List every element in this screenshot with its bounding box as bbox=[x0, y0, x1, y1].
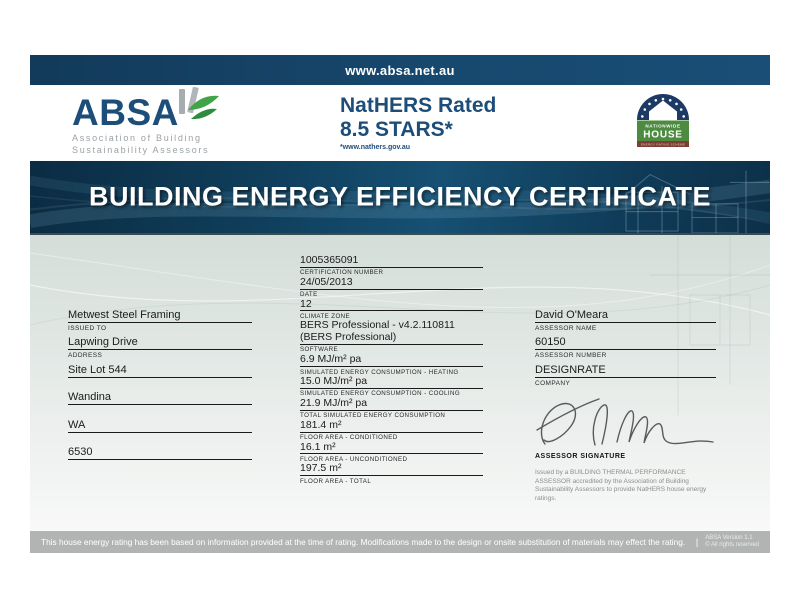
assessor-number-label: ASSESSOR NUMBER bbox=[535, 352, 607, 360]
assessor-signature-label: ASSESSOR SIGNATURE bbox=[535, 453, 626, 461]
field-postcode: 6530 bbox=[68, 446, 252, 473]
certification-number-label: CERTIFICATION NUMBER bbox=[300, 269, 384, 277]
assessor-number-value: 60150 bbox=[535, 336, 716, 351]
field-climate-zone: 12 CLIMATE ZONE bbox=[300, 298, 483, 321]
nathers-rating: NatHERS Rated 8.5 STARS* *www.nathers.go… bbox=[340, 94, 496, 151]
certificate-header: ABSA Association of Building Sustainabil… bbox=[30, 85, 770, 161]
floor-area-unconditioned-label: FLOOR AREA - UNCONDITIONED bbox=[300, 455, 408, 463]
issued-to-column: Metwest Steel Framing ISSUED TO Lapwing … bbox=[68, 309, 252, 473]
software-label: SOFTWARE bbox=[300, 346, 339, 354]
scheme-logo-line3: ENERGY RATING SCHEME bbox=[641, 142, 685, 146]
field-floor-area-total: 197.5 m² FLOOR AREA - TOTAL bbox=[300, 463, 483, 485]
software-value: BERS Professional - v4.2.110811 (BERS Pr… bbox=[300, 320, 483, 345]
footer-version-info: ABSA Version 1.1 © All rights reserved bbox=[705, 535, 759, 549]
body-background-decoration bbox=[30, 235, 770, 415]
field-company: DESIGNRATE COMPANY bbox=[535, 364, 716, 391]
house-icon bbox=[649, 100, 677, 120]
banner-wireframe-decoration bbox=[30, 170, 770, 233]
field-assessor-name: David O'Meara ASSESSOR NAME bbox=[535, 309, 716, 336]
nathers-stars-value: 8.5 STARS* bbox=[340, 118, 453, 141]
field-certification-number: 1005365091 CERTIFICATION NUMBER bbox=[300, 254, 483, 277]
cooling-consumption-value: 15.0 MJ/m² pa bbox=[300, 375, 483, 389]
address-line2-label bbox=[68, 378, 252, 380]
absa-website-url: www.absa.net.au bbox=[345, 62, 455, 78]
field-address-line2: Site Lot 544 bbox=[68, 364, 252, 391]
absa-logo: ABSA Association of Building Sustainabil… bbox=[72, 87, 219, 155]
nathers-url-note: *www.nathers.gov.au bbox=[340, 144, 411, 151]
top-url-bar: www.absa.net.au bbox=[30, 55, 770, 85]
field-floor-area-unconditioned: 16.1 m² FLOOR AREA - UNCONDITIONED bbox=[300, 441, 483, 464]
postcode-value: 6530 bbox=[68, 446, 252, 460]
assessor-name-label: ASSESSOR NAME bbox=[535, 325, 597, 332]
floor-area-conditioned-value: 181.4 m² bbox=[300, 419, 483, 433]
scheme-logo-line1: NATIONWIDE bbox=[645, 124, 680, 129]
field-issued-to: Metwest Steel Framing ISSUED TO bbox=[68, 309, 252, 336]
field-floor-area-conditioned: 181.4 m² FLOOR AREA - CONDITIONED bbox=[300, 419, 483, 442]
state-value: WA bbox=[68, 419, 252, 433]
assessor-signature-image bbox=[536, 398, 714, 446]
floor-area-unconditioned-value: 16.1 m² bbox=[300, 441, 483, 455]
footer-rights: © All rights reserved bbox=[705, 542, 759, 548]
assessor-accreditation-note: Issued by a BUILDING THERMAL PERFORMANCE… bbox=[535, 469, 707, 502]
climate-zone-value: 12 bbox=[300, 298, 483, 312]
company-label: COMPANY bbox=[535, 379, 571, 387]
floor-area-total-label: FLOOR AREA - TOTAL bbox=[300, 477, 372, 485]
heating-consumption-value: 6.9 MJ/m² pa bbox=[300, 354, 483, 368]
assessor-column: David O'Meara ASSESSOR NAME 60150 ASSESS… bbox=[535, 309, 716, 504]
absa-logo-text: ABSA bbox=[72, 92, 179, 133]
absa-tagline-line1: Association of Building bbox=[72, 133, 202, 143]
company-value: DESIGNRATE bbox=[535, 364, 716, 378]
field-address: Lapwing Drive ADDRESS bbox=[68, 336, 252, 363]
footer-disclaimer-text: This house energy rating has been based … bbox=[41, 537, 686, 547]
cooling-consumption-label: SIMULATED ENERGY CONSUMPTION - COOLING bbox=[300, 390, 461, 398]
suburb-value: Wandina bbox=[68, 391, 252, 406]
date-value: 24/05/2013 bbox=[300, 276, 483, 290]
floor-area-conditioned-label: FLOOR AREA - CONDITIONED bbox=[300, 434, 398, 442]
absa-tagline-line2: Sustainability Assessors bbox=[72, 144, 210, 155]
postcode-label bbox=[68, 460, 252, 462]
scheme-logo-line2: HOUSE bbox=[643, 130, 683, 141]
floor-area-total-value: 197.5 m² bbox=[300, 463, 483, 477]
certificate-title: BUILDING ENERGY EFFICIENCY CERTIFICATE bbox=[88, 181, 712, 212]
certification-number-value: 1005365091 bbox=[300, 254, 483, 268]
field-software: BERS Professional - v4.2.110811 (BERS Pr… bbox=[300, 320, 483, 354]
suburb-label bbox=[68, 405, 252, 407]
field-total-consumption: 21.9 MJ/m² pa TOTAL SIMULATED ENERGY CON… bbox=[300, 397, 483, 420]
address-label: ADDRESS bbox=[68, 352, 103, 360]
absa-leaves-icon bbox=[179, 87, 219, 120]
address-value: Lapwing Drive bbox=[68, 336, 252, 351]
field-date: 24/05/2013 DATE bbox=[300, 276, 483, 299]
field-heating-consumption: 6.9 MJ/m² pa SIMULATED ENERGY CONSUMPTIO… bbox=[300, 354, 483, 376]
date-label: DATE bbox=[300, 291, 318, 299]
total-consumption-value: 21.9 MJ/m² pa bbox=[300, 397, 483, 411]
certificate: www.absa.net.au ABSA Association of Buil… bbox=[30, 55, 770, 553]
address-line2-value: Site Lot 544 bbox=[68, 364, 252, 378]
climate-zone-label: CLIMATE ZONE bbox=[300, 312, 351, 320]
issued-to-value: Metwest Steel Framing bbox=[68, 309, 252, 323]
certificate-body: Metwest Steel Framing ISSUED TO Lapwing … bbox=[30, 235, 770, 531]
nathers-rated-title: NatHERS Rated bbox=[340, 94, 497, 117]
state-label bbox=[68, 433, 252, 435]
field-state: WA bbox=[68, 419, 252, 446]
nationwide-house-scheme-logo: NATIONWIDE HOUSE ENERGY RATING SCHEME bbox=[637, 94, 689, 147]
footer-version: ABSA Version 1.1 bbox=[705, 534, 753, 541]
certification-column: 1005365091 CERTIFICATION NUMBER 24/05/20… bbox=[300, 254, 483, 485]
assessor-name-value: David O'Meara bbox=[535, 309, 716, 323]
heating-consumption-label: SIMULATED ENERGY CONSUMPTION - HEATING bbox=[300, 368, 459, 376]
disclaimer-footer: This house energy rating has been based … bbox=[30, 531, 770, 553]
field-cooling-consumption: 15.0 MJ/m² pa SIMULATED ENERGY CONSUMPTI… bbox=[300, 375, 483, 398]
title-banner: BUILDING ENERGY EFFICIENCY CERTIFICATE bbox=[30, 161, 770, 235]
field-suburb: Wandina bbox=[68, 391, 252, 418]
issued-to-label: ISSUED TO bbox=[68, 325, 107, 332]
field-assessor-number: 60150 ASSESSOR NUMBER bbox=[535, 336, 716, 363]
total-consumption-label: TOTAL SIMULATED ENERGY CONSUMPTION bbox=[300, 412, 446, 420]
footer-divider: | bbox=[695, 537, 699, 547]
